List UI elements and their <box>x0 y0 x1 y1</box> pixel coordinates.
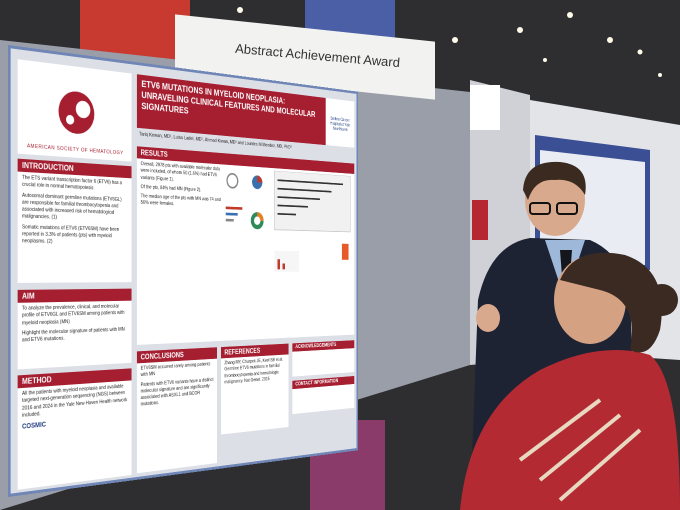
woman-bun <box>646 284 678 316</box>
woman-scarf <box>460 350 680 510</box>
society-logo <box>58 89 95 136</box>
man-hand <box>476 304 500 332</box>
woman-hair <box>560 252 662 353</box>
sign <box>472 200 488 240</box>
man-hair <box>523 161 586 200</box>
poster-wrap: AMERICAN SOCIETY OF HEMATOLOGY ETV6 MUTA… <box>8 45 359 497</box>
results: RESULTS Overall, 2978 pts with available… <box>136 146 355 345</box>
scarf-plaid <box>518 398 642 502</box>
ceiling-lights <box>237 7 662 77</box>
note <box>470 85 500 130</box>
figures <box>225 167 352 272</box>
poster: AMERICAN SOCIETY OF HEMATOLOGY ETV6 MUTA… <box>8 45 359 497</box>
logo-box: AMERICAN SOCIETY OF HEMATOLOGY <box>17 59 132 162</box>
